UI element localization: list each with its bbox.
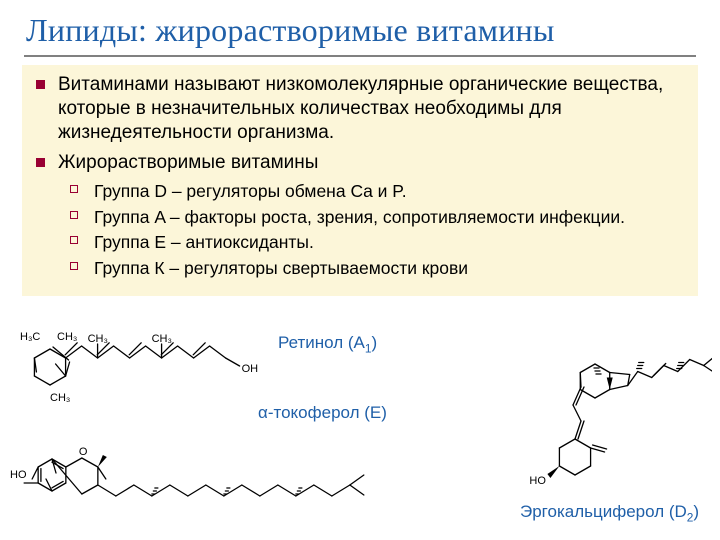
svg-text:CH₃: CH₃ — [152, 333, 172, 345]
svg-text:CH₃: CH₃ — [57, 331, 77, 343]
molecule-tocopherol: HO O — [8, 425, 380, 525]
bullet-lvl2: Группа К – регуляторы свертываемости кро… — [92, 257, 686, 280]
bullet-lvl1-text: Витаминами называют низкомолекулярные ор… — [58, 74, 663, 144]
svg-text:H₃C: H₃C — [20, 331, 40, 343]
slide-title: Липиды: жирорастворимые витамины — [0, 0, 720, 55]
bullet-lvl1: Витаминами называют низкомолекулярные ор… — [54, 73, 686, 146]
molecule-vitamin-d: HO — [520, 292, 712, 502]
label-ergocalciferol: Эргокальциферол (D2) — [520, 502, 699, 524]
bullet-lvl2: Группа E – антиоксиданты. — [92, 231, 686, 254]
label-retinol: Ретинол (A1) — [278, 333, 377, 355]
svg-text:HO: HO — [10, 469, 27, 481]
svg-text:O: O — [79, 446, 88, 458]
content-textbox: Витаминами называют низкомолекулярные ор… — [22, 65, 698, 296]
label-tocopherol: α-токоферол (E) — [258, 403, 387, 423]
bullet-lvl1: Жирорастворимые витамины Группа D – регул… — [54, 151, 686, 279]
svg-text:OH: OH — [242, 363, 259, 375]
slide: { "title": { "text": "Липиды: жирораство… — [0, 0, 720, 540]
bullet-lvl1-text: Жирорастворимые витамины — [58, 152, 318, 173]
molecule-retinol: H₃C CH₃ CH₃ CH₃ CH₃ OH — [12, 325, 280, 403]
bullet-lvl2: Группа A – факторы роста, зрения, сопрот… — [92, 206, 686, 229]
bullet-lvl2: Группа D – регуляторы обмена Ca и P. — [92, 180, 686, 203]
svg-text:CH₃: CH₃ — [88, 333, 108, 345]
title-underline — [24, 55, 696, 57]
svg-text:CH₃: CH₃ — [50, 392, 70, 403]
svg-text:HO: HO — [529, 475, 546, 487]
